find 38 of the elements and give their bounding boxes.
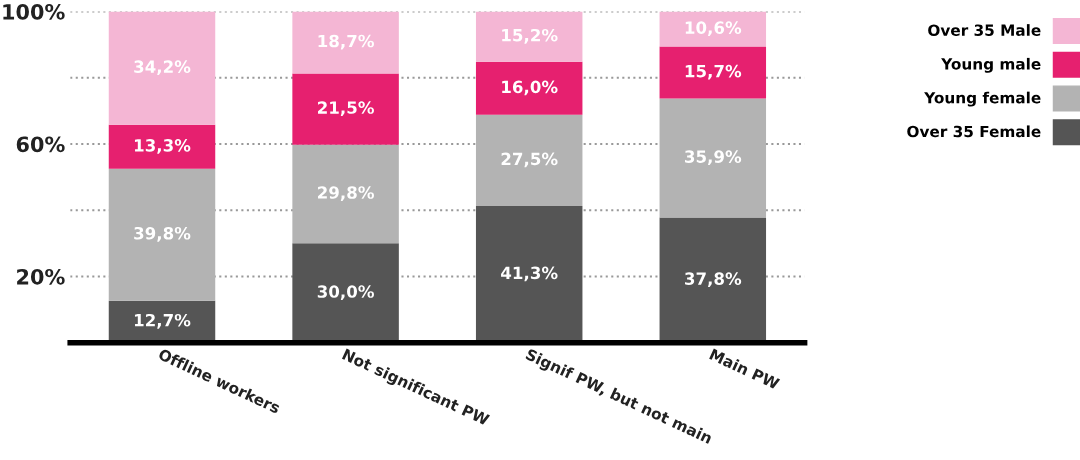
bar (108, 124, 216, 169)
data-label: 27,5% (501, 152, 558, 168)
bar (475, 61, 583, 115)
bar (475, 114, 583, 206)
bar (292, 73, 399, 145)
data-label: 15,2% (502, 28, 558, 44)
bar (659, 46, 767, 99)
data-label: 16,0% (502, 80, 558, 96)
bar (659, 98, 767, 218)
legend-label: Young female (924, 91, 1041, 107)
bar (108, 168, 216, 301)
legend-label: Over 35 Male (928, 24, 1041, 36)
bar (292, 243, 399, 343)
data-label: 37,8% (685, 272, 742, 288)
bar (475, 205, 583, 343)
legend-label: Young male (941, 57, 1041, 73)
bar (292, 11, 399, 74)
data-label: 13,3% (134, 139, 191, 154)
bar (659, 11, 767, 47)
bar (108, 11, 216, 125)
y-tick-label: 60% (16, 136, 65, 153)
bar (475, 11, 583, 62)
data-label: 21,5% (318, 101, 374, 116)
data-label: 18,7% (318, 34, 374, 50)
data-label: 12,7% (134, 313, 191, 329)
y-tick-label: 20% (17, 268, 65, 285)
data-label: 10,6% (685, 21, 742, 37)
data-label: 29,8% (318, 186, 374, 201)
bar (292, 144, 399, 244)
data-label: 39,8% (134, 226, 191, 242)
data-label: 41,3% (501, 266, 558, 282)
legend-label: Over 35 Female (907, 125, 1041, 138)
data-label: 15,7% (685, 64, 742, 80)
data-label: 34,2% (134, 60, 191, 76)
data-label: 30,0% (317, 285, 374, 300)
y-tick-label: 100% (3, 3, 65, 20)
data-label: 35,9% (685, 150, 742, 166)
bar (659, 217, 767, 343)
